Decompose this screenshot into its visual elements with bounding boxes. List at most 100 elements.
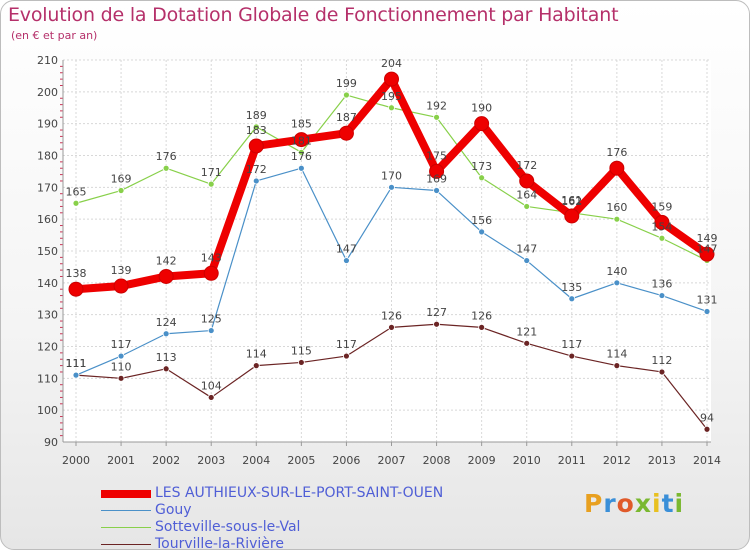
x-tick-label: 2014 [693,454,721,467]
y-tick-label: 210 [37,54,58,67]
data-point [613,279,621,287]
grid [63,59,711,443]
data-label: 126 [471,309,492,322]
legend-item-sotteville: Sotteville-sous-le-Val [101,519,481,536]
x-tick-label: 2004 [242,454,270,467]
data-label: 147 [697,243,718,256]
data-point [162,330,170,338]
data-point [654,214,670,230]
data-label: 110 [111,360,132,373]
data-point [568,352,576,360]
data-point [207,180,215,188]
data-label: 187 [336,111,357,124]
y-tick-label: 150 [37,245,58,258]
data-point [523,339,531,347]
data-label: 175 [426,149,447,162]
y-tick-label: 180 [37,150,58,163]
data-point [658,368,666,376]
data-label: 164 [516,188,537,201]
data-label: 140 [606,265,627,278]
x-tick-label: 2013 [648,454,676,467]
data-label: 113 [156,351,177,364]
data-label: 114 [606,348,627,361]
legend: LES AUTHIEUX-SUR-LE-PORT-SAINT-OUEN Gouy… [101,485,481,549]
y-tick-label: 140 [37,277,58,290]
data-point [568,295,576,303]
data-label: 176 [156,150,177,163]
data-point [478,228,486,236]
legend-swatch [101,490,151,498]
data-point [297,164,305,172]
logo-letter: o [616,489,635,518]
data-point [703,308,711,315]
data-point [658,234,666,242]
x-tick-label: 2009 [468,454,496,467]
data-point [699,246,715,262]
data-label: 165 [66,185,87,198]
data-point [613,362,621,370]
data-label: 173 [471,160,492,173]
data-label: 94 [700,411,714,424]
x-tick-label: 2007 [378,454,406,467]
data-label: 183 [246,124,267,137]
line-chart: 90 100 110 120 130 140 150 160 170 180 190 200 210 20… [37,54,721,467]
y-tick-label: 120 [37,341,58,354]
data-point [207,394,215,401]
chart-title: Evolution de la Dotation Globale de Fonc… [8,4,619,26]
data-label: 160 [606,201,627,214]
data-label: 104 [201,379,222,392]
series-lines [68,71,715,433]
data-point [703,425,711,433]
logo-letter: P [584,489,604,518]
proxiti-logo: Proxiti [584,489,684,518]
data-label: 138 [66,267,87,280]
data-point [72,199,80,207]
x-tick-label: 2005 [287,454,315,467]
data-label: 135 [561,281,582,294]
data-point [388,323,395,331]
logo-letter: i [652,489,662,518]
data-point [297,148,305,156]
axes: 90 100 110 120 130 140 150 160 170 180 190 200 210 20… [37,54,721,467]
data-label: 171 [201,166,222,179]
data-label: 124 [156,316,177,329]
data-point [433,113,440,121]
logo-letter: r [603,489,617,518]
data-point [117,187,125,194]
data-point [117,352,125,360]
legend-swatch [101,544,151,545]
data-label: 117 [561,338,582,351]
data-label: 161 [561,194,582,207]
legend-swatch [101,510,151,511]
legend-swatch [101,527,151,528]
data-point [248,138,264,154]
x-tick-label: 2003 [197,454,225,467]
data-point [117,374,125,382]
data-label: 117 [111,338,132,351]
y-tick-label: 190 [37,118,58,131]
data-point [293,132,309,148]
data-point [343,257,350,264]
legend-item-tourville: Tourville-la-Rivière [101,536,481,549]
data-labels: 111 110 113 104 114 115 117 126 127 126 121 117 114 1… [66,57,718,424]
legend-label: Sotteville-sous-le-Val [155,519,301,535]
data-label: 185 [291,118,312,131]
data-point [609,160,625,176]
data-label: 169 [111,173,132,186]
data-label: 159 [651,200,672,213]
data-point [203,265,219,281]
data-point [68,281,84,297]
data-point [252,123,260,131]
data-label: 199 [336,77,357,90]
data-label: 143 [201,251,222,264]
data-label: 112 [651,354,672,367]
y-tick-label: 160 [37,213,58,226]
y-tick-label: 200 [37,86,58,99]
data-label: 127 [426,306,447,319]
legend-label: LES AUTHIEUX-SUR-LE-PORT-SAINT-OUEN [155,485,444,501]
data-label: 154 [651,220,672,233]
data-label: 190 [471,102,492,115]
data-point [519,173,535,189]
data-point [658,292,666,299]
logo-letter: x [634,489,652,518]
